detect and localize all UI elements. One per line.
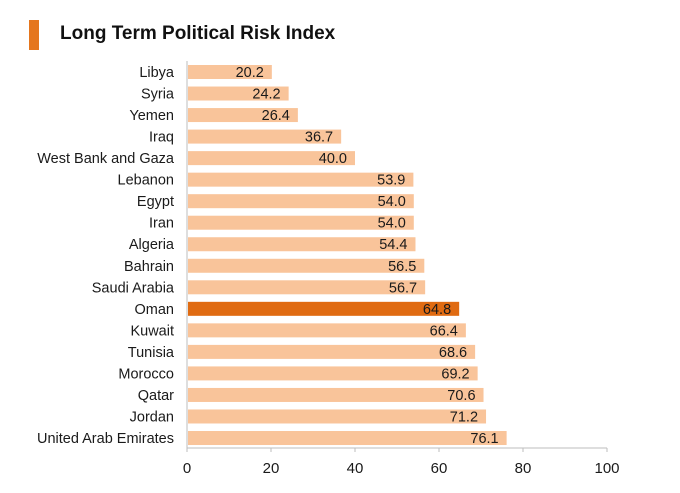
category-label: Iran [149, 216, 174, 232]
bar-iraq [188, 129, 342, 144]
bar-qatar [188, 387, 484, 402]
category-label: United Arab Emirates [37, 431, 174, 447]
category-label: Lebanon [118, 173, 174, 189]
bar-kuwait [188, 323, 466, 338]
bar-syria [188, 86, 289, 101]
chart-title: Long Term Political Risk Index [60, 23, 336, 44]
bar-iran [188, 215, 414, 230]
value-label: 53.9 [377, 173, 405, 189]
category-label: Bahrain [124, 259, 174, 275]
category-label: Kuwait [130, 323, 174, 339]
title-accent-bar [29, 20, 39, 50]
bar-bahrain [188, 258, 425, 273]
value-label: 40.0 [319, 151, 347, 167]
x-tick-label: 100 [594, 460, 619, 477]
value-label: 20.2 [236, 65, 264, 81]
x-tick-label: 0 [183, 460, 191, 477]
x-tick-label: 40 [347, 460, 364, 477]
bar-algeria [188, 237, 416, 252]
bar-yemen [188, 108, 298, 123]
x-tick-label: 80 [515, 460, 532, 477]
value-label: 56.5 [388, 259, 416, 275]
bar-west-bank-and-gaza [188, 151, 355, 166]
bar-saudi-arabia [188, 280, 426, 295]
value-label: 64.8 [423, 302, 451, 318]
value-label: 54.0 [378, 216, 406, 232]
bar-egypt [188, 194, 414, 209]
bar-libya [188, 65, 272, 79]
category-label: Egypt [137, 194, 174, 210]
category-label: Saudi Arabia [92, 280, 175, 296]
value-label: 24.2 [252, 87, 280, 103]
category-label: Yemen [129, 108, 174, 124]
category-label: Jordan [130, 409, 174, 425]
category-label: Libya [139, 65, 175, 81]
category-label: Iraq [149, 130, 174, 146]
bar-jordan [188, 409, 487, 424]
bar-morocco [188, 366, 478, 381]
value-label: 70.6 [447, 388, 475, 404]
value-label: 71.2 [450, 409, 478, 425]
category-label: West Bank and Gaza [37, 151, 175, 167]
value-label: 76.1 [470, 431, 498, 447]
bar-united-arab-emirates [188, 431, 507, 446]
value-label: 54.4 [379, 237, 407, 253]
category-label: Oman [135, 302, 175, 318]
category-label: Morocco [118, 366, 174, 382]
value-label: 66.4 [430, 323, 458, 339]
bar-tunisia [188, 344, 476, 359]
value-label: 54.0 [378, 194, 406, 210]
value-label: 56.7 [389, 280, 417, 296]
value-label: 69.2 [441, 366, 469, 382]
category-label: Qatar [138, 388, 174, 404]
value-label: 26.4 [262, 108, 290, 124]
bar-lebanon [188, 172, 414, 187]
category-label: Syria [141, 87, 175, 103]
x-tick-label: 20 [263, 460, 280, 477]
value-label: 68.6 [439, 345, 467, 361]
value-label: 36.7 [305, 130, 333, 146]
category-label: Tunisia [128, 345, 175, 361]
x-tick-label: 60 [431, 460, 448, 477]
category-label: Algeria [129, 237, 175, 253]
bar-oman [188, 301, 460, 316]
